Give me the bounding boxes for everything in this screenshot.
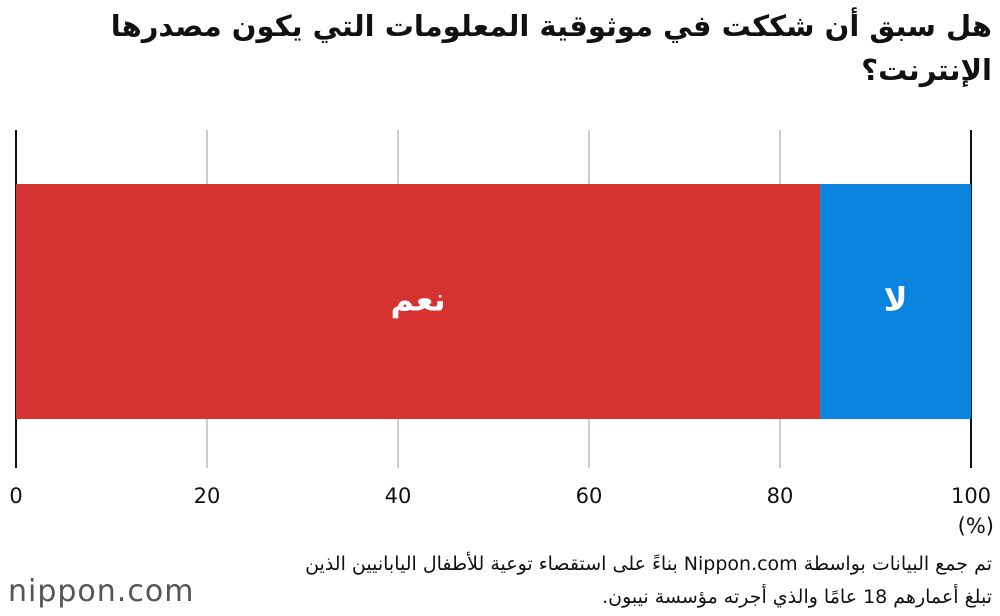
x-axis-label: (%) xyxy=(958,514,994,538)
logo: nippon.com xyxy=(8,574,195,609)
x-tick-label: 0 xyxy=(9,484,22,508)
bar-segment xyxy=(16,184,821,419)
segment-label: لا xyxy=(884,281,908,319)
chart-title: هل سبق أن شككت في موثوقية المعلومات التي… xyxy=(110,9,992,87)
bar-segment xyxy=(820,184,971,419)
x-tick-label: 60 xyxy=(576,484,603,508)
source-note: تم جمع البيانات بواسطة Nippon.com بناءً … xyxy=(305,553,992,608)
segment-label: نعم xyxy=(390,281,445,319)
x-tick-label: 20 xyxy=(194,484,221,508)
x-tick-label: 40 xyxy=(385,484,412,508)
x-tick-label: 80 xyxy=(767,484,794,508)
x-tick-label: 100 xyxy=(951,484,991,508)
